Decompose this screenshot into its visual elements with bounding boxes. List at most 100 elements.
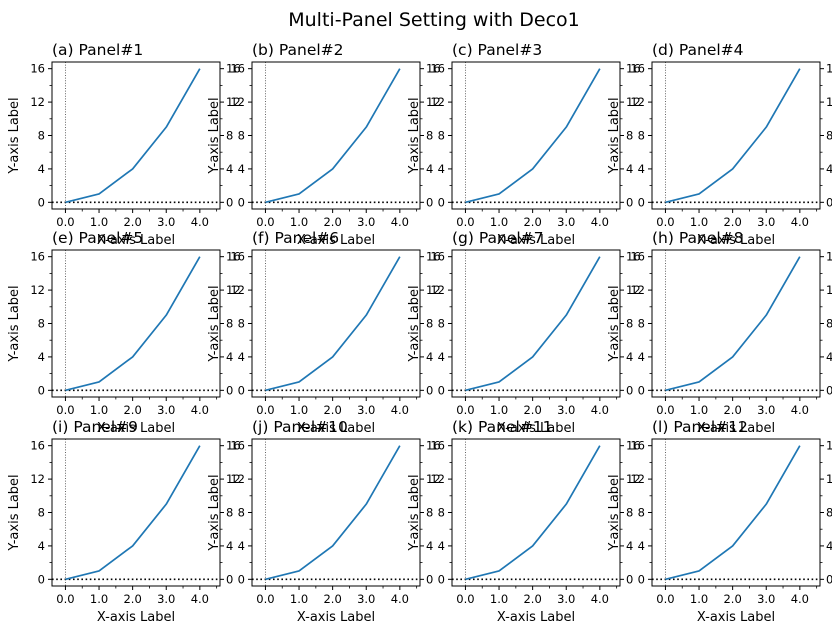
series-line — [465, 256, 601, 392]
y-axis-label: Y-axis Label — [7, 285, 22, 362]
x-tick-label: 0.0 — [656, 215, 674, 229]
y-tick-label-right: 8 — [626, 506, 633, 520]
y-tick-label-right: 0 — [226, 572, 233, 586]
series-line — [665, 68, 801, 204]
y-tick-label: 16 — [230, 439, 245, 453]
y-tick-label: 4 — [238, 539, 245, 553]
y-tick-label-right: 8 — [626, 129, 633, 143]
x-tick-label: 4.0 — [591, 215, 609, 229]
x-tick-label: 1.0 — [290, 403, 308, 417]
x-axis-label: X-axis Label — [497, 421, 575, 436]
axes-frame — [251, 249, 421, 398]
y-tick-label-right: 0 — [826, 572, 832, 586]
y-tick-label: 4 — [238, 162, 245, 176]
y-tick-label: 0 — [438, 195, 445, 209]
x-tick-label: 4.0 — [591, 403, 609, 417]
y-tick-label: 0 — [38, 572, 45, 586]
panel-title: (k) Panel#11 — [452, 418, 553, 436]
series-line — [665, 445, 801, 581]
y-tick-label: 4 — [438, 539, 445, 553]
y-tick-label-right: 12 — [426, 95, 441, 109]
y-tick-label-right: 0 — [226, 195, 233, 209]
x-tick-label: 4.0 — [591, 592, 609, 606]
x-tick-label: 3.0 — [357, 403, 375, 417]
y-axis-label: Y-axis Label — [607, 285, 622, 362]
y-tick-label: 8 — [38, 317, 45, 331]
y-tick-label: 8 — [238, 506, 245, 520]
y-tick-label-right: 16 — [226, 250, 241, 264]
y-tick-label-right: 4 — [626, 162, 633, 176]
panel-title: (f) Panel#6 — [252, 229, 339, 247]
x-tick-label: 0.0 — [256, 592, 274, 606]
x-tick-label: 3.0 — [557, 403, 575, 417]
axes-frame — [51, 438, 221, 587]
y-tick-label: 16 — [430, 62, 445, 76]
y-tick-label: 12 — [30, 472, 45, 486]
x-tick-label: 2.0 — [123, 215, 141, 229]
x-tick-label: 1.0 — [490, 403, 508, 417]
y-tick-label-right: 0 — [826, 383, 832, 397]
panel-5: 0.0 1.0 2.0 3.0 4.0 0 0 4 4 8 8 12 12 16 16 (e) Panel#5… — [7, 229, 241, 436]
y-tick-label-right: 8 — [426, 506, 433, 520]
y-tick-label: 0 — [38, 195, 45, 209]
y-tick-label-right: 12 — [226, 283, 241, 297]
x-tick-label: 3.0 — [157, 403, 175, 417]
y-tick-label: 8 — [438, 317, 445, 331]
y-axis-label: Y-axis Label — [407, 285, 422, 362]
x-tick-label: 0.0 — [256, 403, 274, 417]
y-tick-label: 12 — [30, 95, 45, 109]
y-axis-label: Y-axis Label — [7, 474, 22, 551]
axes-frame — [451, 61, 621, 210]
panel-title: (e) Panel#5 — [52, 229, 143, 247]
y-tick-label-right: 8 — [226, 317, 233, 331]
y-tick-label: 16 — [430, 250, 445, 264]
y-tick-label-right: 12 — [426, 283, 441, 297]
panel-title: (c) Panel#3 — [452, 41, 542, 59]
y-tick-label-right: 16 — [226, 439, 241, 453]
y-tick-label-right: 12 — [626, 283, 641, 297]
x-tick-label: 4.0 — [191, 403, 209, 417]
y-tick-label: 12 — [230, 283, 245, 297]
x-tick-label: 0.0 — [456, 215, 474, 229]
y-tick-label-right: 12 — [826, 95, 832, 109]
x-axis-label: X-axis Label — [97, 421, 175, 436]
y-tick-label: 4 — [38, 539, 45, 553]
y-tick-label-right: 8 — [226, 506, 233, 520]
x-tick-label: 2.0 — [723, 403, 741, 417]
y-tick-label: 8 — [38, 129, 45, 143]
x-tick-label: 3.0 — [757, 403, 775, 417]
y-tick-label: 8 — [238, 317, 245, 331]
y-tick-label: 4 — [638, 539, 645, 553]
y-tick-label: 0 — [638, 383, 645, 397]
y-tick-label-right: 12 — [226, 95, 241, 109]
x-tick-label: 2.0 — [323, 215, 341, 229]
figure-title: Multi-Panel Setting with Deco1 — [288, 9, 580, 31]
x-tick-label: 4.0 — [391, 592, 409, 606]
y-tick-label-right: 8 — [626, 317, 633, 331]
y-tick-label: 16 — [630, 62, 645, 76]
y-tick-label: 4 — [38, 162, 45, 176]
axes-frame — [251, 438, 421, 587]
x-tick-label: 2.0 — [323, 592, 341, 606]
y-tick-label: 8 — [38, 506, 45, 520]
series-line — [265, 68, 401, 204]
x-tick-label: 0.0 — [456, 403, 474, 417]
x-axis-label: X-axis Label — [697, 421, 775, 436]
x-tick-label: 0.0 — [256, 215, 274, 229]
y-tick-label-right: 4 — [226, 350, 233, 364]
y-tick-label: 12 — [630, 472, 645, 486]
panel-title: (a) Panel#1 — [52, 41, 143, 59]
y-tick-label-right: 0 — [626, 572, 633, 586]
x-tick-label: 4.0 — [191, 215, 209, 229]
x-axis-label: X-axis Label — [97, 610, 175, 625]
y-tick-label-right: 16 — [826, 62, 832, 76]
x-axis-label: X-axis Label — [497, 610, 575, 625]
y-tick-label-right: 0 — [426, 195, 433, 209]
y-tick-label: 8 — [238, 129, 245, 143]
